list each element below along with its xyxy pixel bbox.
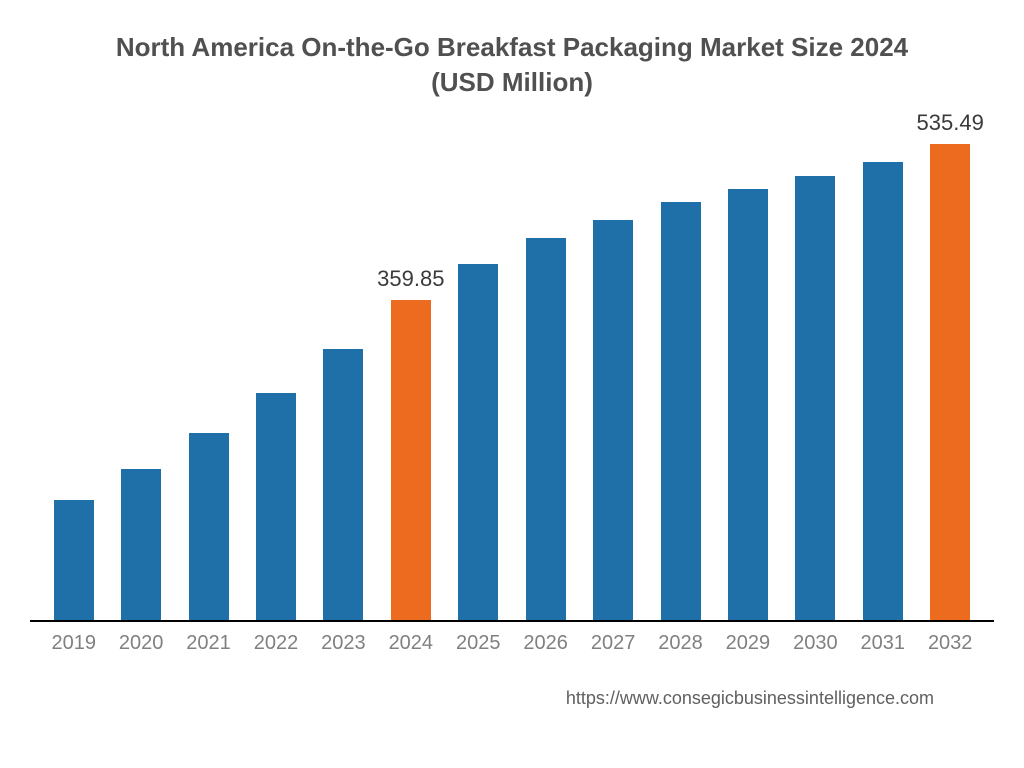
bar-slot	[175, 122, 242, 620]
x-axis-label: 2020	[107, 626, 174, 662]
x-axis-label: 2028	[647, 626, 714, 662]
bar	[593, 220, 633, 620]
chart-container: North America On-the-Go Breakfast Packag…	[0, 0, 1024, 768]
x-axis-label: 2032	[916, 626, 983, 662]
bars-group: 359.85 535.49	[30, 122, 994, 620]
bar-slot: 359.85	[377, 122, 444, 620]
x-axis-label: 2029	[714, 626, 781, 662]
bar-value-label: 359.85	[377, 266, 444, 292]
bar-slot	[579, 122, 646, 620]
x-axis-label: 2024	[377, 626, 444, 662]
bar	[458, 264, 498, 620]
bar	[795, 176, 835, 621]
bar-slot	[40, 122, 107, 620]
bar-slot	[849, 122, 916, 620]
bar-slot	[782, 122, 849, 620]
bar	[728, 189, 768, 620]
bar	[121, 469, 161, 620]
bar	[256, 393, 296, 620]
bar	[54, 500, 94, 620]
bar	[661, 202, 701, 620]
x-axis-label: 2025	[445, 626, 512, 662]
bar-slot	[512, 122, 579, 620]
bar-slot: 535.49	[916, 122, 983, 620]
x-axis-label: 2021	[175, 626, 242, 662]
x-axis-label: 2031	[849, 626, 916, 662]
x-axis-label: 2019	[40, 626, 107, 662]
plot-area: 359.85535.49 201920202021202220232024202…	[30, 122, 994, 662]
x-axis-label: 2030	[782, 626, 849, 662]
bar	[189, 433, 229, 620]
bar-slot	[310, 122, 377, 620]
chart-title-line2: (USD Million)	[431, 67, 593, 97]
bar	[930, 144, 970, 620]
bar	[323, 349, 363, 620]
bar	[391, 300, 431, 620]
bar	[526, 238, 566, 620]
chart-title-line1: North America On-the-Go Breakfast Packag…	[116, 32, 908, 62]
x-axis-label: 2022	[242, 626, 309, 662]
bar-value-label: 535.49	[917, 110, 984, 136]
source-url: https://www.consegicbusinessintelligence…	[30, 662, 994, 709]
x-axis-label: 2026	[512, 626, 579, 662]
bar-slot	[242, 122, 309, 620]
bar	[863, 162, 903, 620]
x-axis-label: 2023	[310, 626, 377, 662]
bar-slot	[445, 122, 512, 620]
chart-title: North America On-the-Go Breakfast Packag…	[62, 30, 962, 100]
bar-slot	[107, 122, 174, 620]
x-axis-label: 2027	[579, 626, 646, 662]
x-axis-baseline	[30, 620, 994, 622]
bar-slot	[647, 122, 714, 620]
bar-slot	[714, 122, 781, 620]
x-axis-labels: 2019202020212022202320242025202620272028…	[30, 626, 994, 662]
